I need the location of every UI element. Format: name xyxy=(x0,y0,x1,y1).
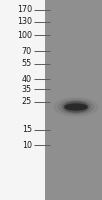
Text: 130: 130 xyxy=(17,18,32,26)
Ellipse shape xyxy=(64,102,88,112)
Text: 35: 35 xyxy=(22,85,32,94)
Text: 10: 10 xyxy=(22,140,32,149)
Ellipse shape xyxy=(58,100,94,114)
Text: 25: 25 xyxy=(22,98,32,106)
Text: 100: 100 xyxy=(17,30,32,40)
Text: 70: 70 xyxy=(22,46,32,55)
Ellipse shape xyxy=(62,101,90,113)
Text: 40: 40 xyxy=(22,74,32,84)
Bar xyxy=(0,0,45,200)
Text: 170: 170 xyxy=(17,5,32,15)
Text: 55: 55 xyxy=(22,60,32,68)
Bar xyxy=(45,0,102,200)
Ellipse shape xyxy=(54,98,98,116)
Ellipse shape xyxy=(65,104,87,110)
Text: 15: 15 xyxy=(22,126,32,134)
